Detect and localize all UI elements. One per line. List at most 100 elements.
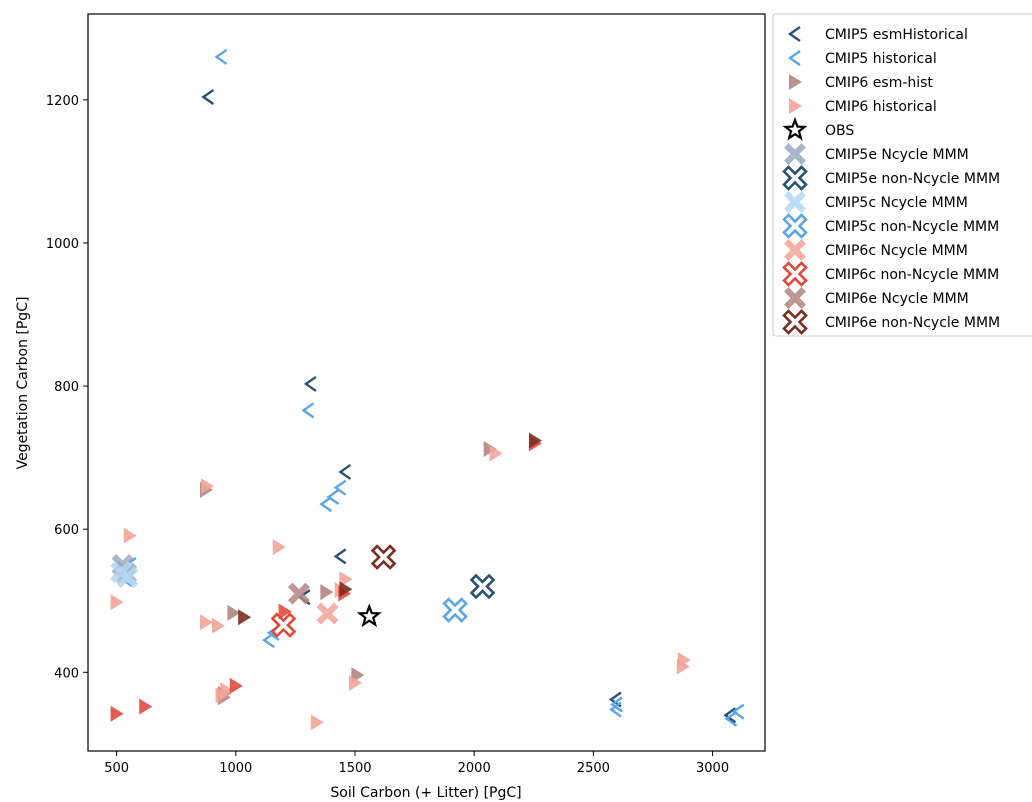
data-point [370, 544, 397, 570]
legend-marker [782, 165, 808, 191]
data-point [333, 548, 347, 565]
legend-entry: CMIP5c Ncycle MMM [784, 191, 968, 213]
legend-label: CMIP6 historical [825, 99, 937, 115]
data-point [339, 571, 353, 588]
data-point [229, 677, 243, 694]
data-point [110, 705, 124, 722]
legend-label: CMIP5 esmHistorical [825, 27, 968, 43]
legend-entry: CMIP6e non-Ncycle MMM [782, 309, 1000, 335]
data-point [333, 479, 347, 496]
y-axis-label: Vegetation Carbon [PgC] [15, 297, 31, 470]
series-8 [442, 597, 468, 623]
data-point [272, 539, 286, 556]
series-6 [469, 573, 496, 600]
x-tick-label: 1500 [338, 761, 371, 776]
series-2 [117, 441, 497, 706]
data-point [110, 594, 124, 611]
legend-entry: CMIP6c Ncycle MMM [784, 239, 968, 261]
x-tick-label: 2500 [577, 761, 610, 776]
data-point [723, 707, 737, 724]
data-point [676, 658, 690, 675]
legend-box [772, 13, 1032, 337]
series-7 [110, 561, 139, 589]
data-point [320, 584, 334, 601]
legend-entry: CMIP5e non-Ncycle MMM [782, 165, 1000, 191]
data-point [303, 375, 317, 392]
data-point [211, 617, 225, 634]
legend-entry: CMIP6c non-Ncycle MMM [782, 261, 999, 287]
legend-marker [784, 287, 806, 309]
data-point [469, 573, 496, 600]
y-tick-label: 400 [54, 666, 79, 681]
data-point [528, 432, 542, 449]
data-point [227, 604, 241, 621]
data-point [262, 632, 275, 649]
series-9 [316, 602, 339, 625]
x-tick-label: 3000 [696, 761, 729, 776]
data-point [123, 527, 137, 544]
legend-entry: OBS [782, 116, 854, 141]
legend-marker [782, 261, 808, 287]
data-point [610, 696, 623, 713]
data-point [116, 566, 139, 589]
legend-marker [787, 26, 801, 42]
data-point [201, 478, 215, 495]
data-point [442, 597, 468, 623]
data-point [278, 603, 292, 620]
y-tick-label: 1200 [46, 94, 79, 109]
legend-marker [784, 239, 806, 261]
data-point [215, 687, 229, 704]
y-tick-label: 1000 [46, 237, 79, 252]
legend-label: CMIP6e non-Ncycle MMM [825, 315, 1000, 331]
data-point [338, 463, 352, 480]
data-point [731, 703, 745, 720]
series-13 [110, 435, 542, 722]
legend-label: CMIP5 historical [825, 51, 937, 67]
legend: CMIP5 esmHistorical CMIP5 historical CMIP6… [772, 13, 1032, 337]
legend-label: CMIP5c Ncycle MMM [825, 195, 968, 211]
legend-label: OBS [825, 123, 854, 139]
data-point [724, 710, 738, 727]
series-11 [287, 582, 310, 605]
legend-entry: CMIP5 esmHistorical [787, 26, 968, 43]
legend-label: CMIP6c Ncycle MMM [825, 243, 968, 259]
series-4 [356, 603, 382, 628]
x-tick-label: 1000 [219, 761, 252, 776]
legend-marker [782, 309, 808, 335]
y-tick-label: 800 [54, 380, 79, 395]
data-point [310, 714, 324, 731]
axis-ticks: 500 1000 1500 2000 2500 3000 400 600 800 1000 1200 [46, 94, 729, 776]
legend-label: CMIP5e non-Ncycle MMM [825, 171, 1000, 187]
legend-marker [789, 74, 802, 90]
data-point [270, 612, 297, 638]
data-point [139, 698, 153, 715]
legend-entry: CMIP5c non-Ncycle MMM [782, 213, 999, 239]
data-point [214, 48, 228, 65]
data-point [339, 581, 353, 598]
legend-marker [782, 213, 808, 239]
data-point [356, 603, 382, 628]
data-point [348, 675, 362, 692]
data-point [489, 445, 503, 462]
series-3 [110, 445, 691, 731]
x-tick-label: 2000 [458, 761, 491, 776]
data-point [287, 582, 310, 605]
legend-entry: CMIP6 esm-hist [789, 74, 933, 91]
legend-label: CMIP5c non-Ncycle MMM [825, 219, 999, 235]
axes-frame [87, 13, 766, 752]
data-point [201, 89, 215, 105]
data-point [199, 614, 213, 631]
legend-marker [784, 143, 806, 165]
series-14 [238, 432, 542, 626]
legend-marker [787, 50, 801, 66]
legend-label: CMIP6c non-Ncycle MMM [825, 267, 999, 283]
legend-marker [782, 116, 808, 141]
legend-marker [789, 98, 802, 114]
plot-area [110, 48, 745, 731]
series-10 [270, 612, 297, 638]
legend-entry: CMIP6 historical [789, 98, 937, 115]
data-point [319, 496, 333, 513]
x-tick-label: 500 [104, 761, 129, 776]
data-point [316, 602, 339, 625]
